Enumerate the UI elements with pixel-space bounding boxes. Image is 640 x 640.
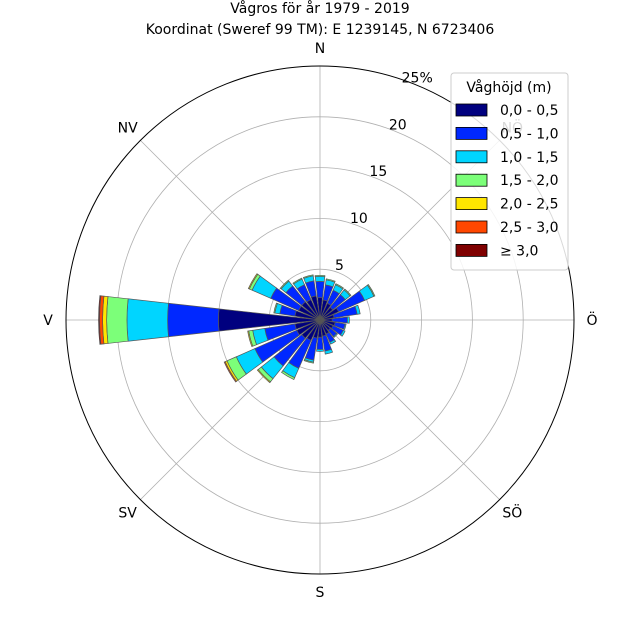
legend-label: 0,5 - 1,0 (500, 126, 558, 142)
rose-bar-segment (314, 275, 326, 283)
radial-tick-label: 15 (369, 164, 387, 180)
rose-bar-segment (223, 361, 237, 383)
legend-label: 0,0 - 0,5 (500, 103, 558, 119)
radial-tick-label: 25% (402, 70, 433, 86)
rose-bar-segment (303, 359, 314, 364)
legend-swatch (455, 243, 488, 257)
rose-bar-segment (346, 316, 350, 324)
rose-bar-segment (315, 281, 325, 299)
radial-tick-labels: 5 10 15 20 25% (335, 70, 433, 274)
rose-bar-segment (273, 302, 278, 314)
radial-tick-label: 20 (389, 117, 407, 133)
legend-items: 0,0 - 0,5 0,5 - 1,0 1,0 - 1,5 1,5 - 2,0 2,0 … (455, 103, 558, 259)
legend-swatch (455, 103, 488, 117)
legend: Våghöjd (m) 0,0 - 0,5 0,5 - 1,0 1,0 - 1,5 1… (450, 72, 569, 271)
rose-bar-segment (106, 296, 129, 344)
legend-label: 1,5 - 2,0 (500, 173, 558, 189)
grid-spoke (319, 319, 500, 500)
legend-swatch (455, 127, 488, 140)
rose-bar-segment (279, 279, 290, 290)
direction-label: V (43, 313, 53, 329)
rose-bar-segment (314, 274, 326, 277)
chart-title: Vågros för år 1979 - 2019 (230, 0, 409, 17)
radial-tick-label: 10 (350, 211, 368, 227)
rose-bars (98, 273, 376, 384)
legend-swatch (455, 150, 488, 164)
rose-bar-segment (329, 339, 337, 345)
rose-bar-segment (367, 284, 376, 297)
chart-subtitle: Koordinat (Sweref 99 TM): E 1239145, N 6… (146, 22, 495, 38)
legend-label: 1,0 - 1,5 (500, 150, 558, 166)
rose-bar-segment (316, 336, 324, 350)
direction-label: S (316, 585, 325, 601)
rose-bar-segment (332, 332, 338, 338)
polar-frame (65, 65, 575, 575)
direction-label: NV (118, 121, 138, 137)
rose-bar-segment (247, 273, 259, 290)
legend-label: 2,0 - 2,5 (500, 197, 558, 213)
direction-label: SV (118, 505, 137, 521)
rose-bar-segment (335, 283, 344, 290)
legend-swatch (455, 173, 488, 187)
legend-label: 2,5 - 3,0 (500, 220, 558, 236)
rose-bar-segment (354, 304, 361, 315)
direction-label: SÖ (502, 503, 522, 521)
rose-bar-segment (316, 348, 324, 352)
legend-title: Våghöjd (m) (466, 79, 551, 96)
legend-swatch (455, 220, 488, 234)
rose-bar-segment (281, 370, 296, 381)
rose-bar-segment (247, 330, 254, 348)
radial-tick-label: 5 (335, 258, 344, 274)
rose-bar-segment (98, 295, 102, 345)
direction-label: N (315, 41, 325, 57)
rose-bar-segment (339, 329, 346, 337)
legend-swatch (455, 197, 488, 211)
legend-label: ≥ 3,0 (500, 243, 538, 259)
rose-bar-segment (302, 274, 314, 279)
rose-bar-segment (325, 278, 336, 283)
rose-bar-segment (292, 277, 303, 285)
rose-bar-segment (167, 302, 220, 338)
direction-label: Ö (586, 311, 597, 329)
rose-bar-segment (126, 298, 169, 342)
rose-bar-segment (343, 288, 352, 297)
rose-bar-segment (256, 369, 271, 384)
rose-bar-segment (343, 323, 347, 331)
rose-bar-segment (324, 348, 334, 355)
